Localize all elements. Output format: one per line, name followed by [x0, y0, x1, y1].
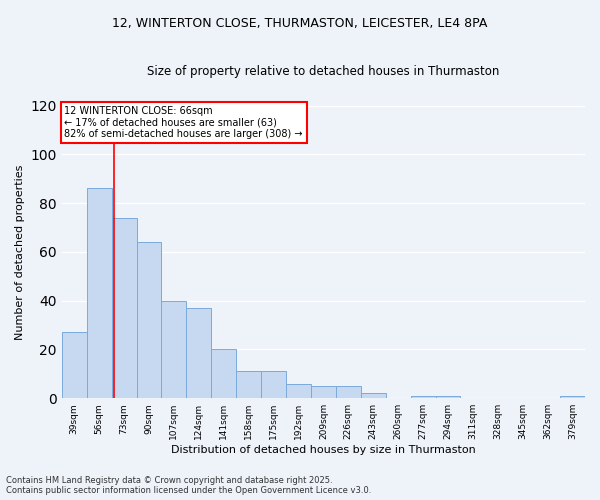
Text: Contains HM Land Registry data © Crown copyright and database right 2025.
Contai: Contains HM Land Registry data © Crown c… — [6, 476, 371, 495]
Bar — [311, 386, 336, 398]
Text: 12, WINTERTON CLOSE, THURMASTON, LEICESTER, LE4 8PA: 12, WINTERTON CLOSE, THURMASTON, LEICEST… — [112, 18, 488, 30]
Title: Size of property relative to detached houses in Thurmaston: Size of property relative to detached ho… — [147, 65, 500, 78]
Bar — [62, 332, 87, 398]
Bar — [336, 386, 361, 398]
Bar — [361, 394, 386, 398]
Bar — [261, 372, 286, 398]
Bar — [112, 218, 137, 398]
Bar — [87, 188, 112, 398]
Bar — [187, 308, 211, 398]
Bar — [410, 396, 436, 398]
Y-axis label: Number of detached properties: Number of detached properties — [15, 164, 25, 340]
Bar — [560, 396, 585, 398]
Bar — [236, 372, 261, 398]
Text: 12 WINTERTON CLOSE: 66sqm
← 17% of detached houses are smaller (63)
82% of semi-: 12 WINTERTON CLOSE: 66sqm ← 17% of detac… — [64, 106, 303, 140]
Bar — [211, 350, 236, 398]
X-axis label: Distribution of detached houses by size in Thurmaston: Distribution of detached houses by size … — [171, 445, 476, 455]
Bar — [137, 242, 161, 398]
Bar — [161, 300, 187, 398]
Bar — [286, 384, 311, 398]
Bar — [436, 396, 460, 398]
